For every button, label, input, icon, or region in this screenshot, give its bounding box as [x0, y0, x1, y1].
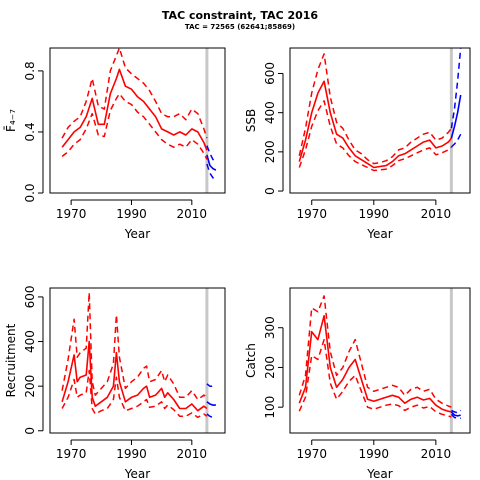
recruitment-y-tick-label: 200: [23, 375, 37, 398]
fbar-x-axis-label: Year: [124, 227, 150, 241]
ssb-x-axis-label: Year: [366, 227, 392, 241]
recruitment-x-tick-label: 1990: [116, 447, 147, 461]
recruitment-forecast-dashed-line-5: [206, 413, 216, 419]
catch-plot-frame: [289, 287, 471, 434]
recruitment-x-axis-label: Year: [124, 467, 150, 480]
recruitment-x-tick-label: 2010: [177, 447, 208, 461]
recruitment-forecast-dashed-line-4: [206, 383, 216, 387]
catch-series-group: [298, 295, 462, 420]
ssb-x-tick-label: 1970: [296, 207, 327, 221]
catch-x-axis-label: Year: [366, 467, 392, 480]
recruitment-forecast-solid-line-3: [206, 401, 216, 406]
fbar-estimate-dashed-line-2: [61, 93, 208, 160]
ssb-estimate-dashed-line-1: [298, 53, 452, 165]
catch-estimate-dashed-line-2: [298, 338, 452, 418]
recruitment-panel: 1970 1990 2010 Year 0 200 400 600 Recruitment: [4, 285, 226, 480]
fbar-x-tick-label: 2010: [177, 207, 208, 221]
ssb-y-axis-label: SSB: [244, 109, 258, 132]
ssb-estimate-solid-line-0: [298, 80, 453, 169]
catch-panel: 1970 1990 2010 Year 100 200 300 Catch: [244, 287, 471, 480]
ssb-y-tick-label: 0: [263, 187, 277, 195]
fbar-forecast-solid-line-3: [206, 154, 217, 171]
recruitment-x-tick-label: 1970: [56, 447, 87, 461]
recruitment-estimate-dashed-line-2: [61, 369, 208, 419]
ssb-x-tick-label: 1990: [359, 207, 390, 221]
recruitment-y-axis-label: Recruitment: [4, 323, 18, 397]
fbar-estimate-dashed-line-1: [61, 48, 208, 139]
ssb-plot-frame: [289, 47, 471, 194]
ssb-estimate-dashed-line-2: [298, 100, 452, 172]
recruitment-y-tick-label: 0: [23, 427, 37, 435]
catch-x-tick-label: 1990: [359, 447, 390, 461]
ssb-x-tick-label: 2010: [421, 207, 452, 221]
ssb-series-group: [298, 48, 462, 172]
fbar-panel: 1970 1990 2010 Year 0.0 0.4 0.8 F̄₄₋₇: [4, 47, 226, 241]
ssb-y-tick-label: 400: [263, 101, 277, 124]
fbar-y-tick-label: 0.8: [23, 61, 37, 80]
catch-y-tick-label: 200: [263, 356, 277, 379]
catch-y-tick-label: 300: [263, 316, 277, 339]
fbar-forecast-dashed-line-5: [206, 163, 217, 182]
catch-y-axis-label: Catch: [244, 343, 258, 378]
fbar-y-axis-label: F̄₄₋₇: [4, 109, 18, 132]
recruitment-y-tick-label: 400: [23, 330, 37, 353]
fbar-forecast-dashed-line-4: [206, 145, 217, 164]
figure-title: TAC constraint, TAC 2016: [161, 9, 319, 22]
ssb-forecast-dashed-line-5: [450, 133, 462, 148]
catch-y-tick-label: 100: [263, 396, 277, 419]
catch-x-tick-label: 2010: [421, 447, 452, 461]
catch-forecast-solid-line-3: [450, 411, 461, 417]
fbar-y-tick-label: 0.0: [23, 183, 37, 202]
recruitment-y-tick-label: 600: [23, 285, 37, 308]
fbar-series-group: [61, 48, 217, 182]
ssb-forecast-dashed-line-4: [450, 48, 462, 129]
fbar-x-tick-label: 1970: [56, 207, 87, 221]
recruitment-estimate-solid-line-0: [61, 340, 208, 412]
catch-forecast-dashed-line-5: [450, 413, 461, 420]
catch-estimate-solid-line-0: [298, 314, 452, 413]
recruitment-series-group: [61, 291, 216, 419]
ssb-y-tick-label: 600: [263, 62, 277, 85]
figure-subtitle: TAC = 72565 (62641;85869): [184, 23, 296, 31]
fbar-y-tick-label: 0.4: [23, 122, 37, 141]
recruitment-estimate-dashed-line-1: [61, 291, 208, 401]
catch-estimate-dashed-line-1: [298, 295, 452, 408]
ssb-forecast-solid-line-3: [450, 94, 462, 139]
catch-x-tick-label: 1970: [296, 447, 327, 461]
fbar-x-tick-label: 1990: [116, 207, 147, 221]
recruitment-plot-frame: [49, 287, 226, 434]
ssb-panel: 1970 1990 2010 Year 0 200 400 600 SSB: [244, 47, 471, 241]
ssb-y-tick-label: 200: [263, 140, 277, 163]
catch-forecast-dashed-line-4: [451, 409, 462, 414]
fbar-plot-frame: [49, 47, 226, 194]
fbar-estimate-solid-line-0: [61, 68, 208, 151]
